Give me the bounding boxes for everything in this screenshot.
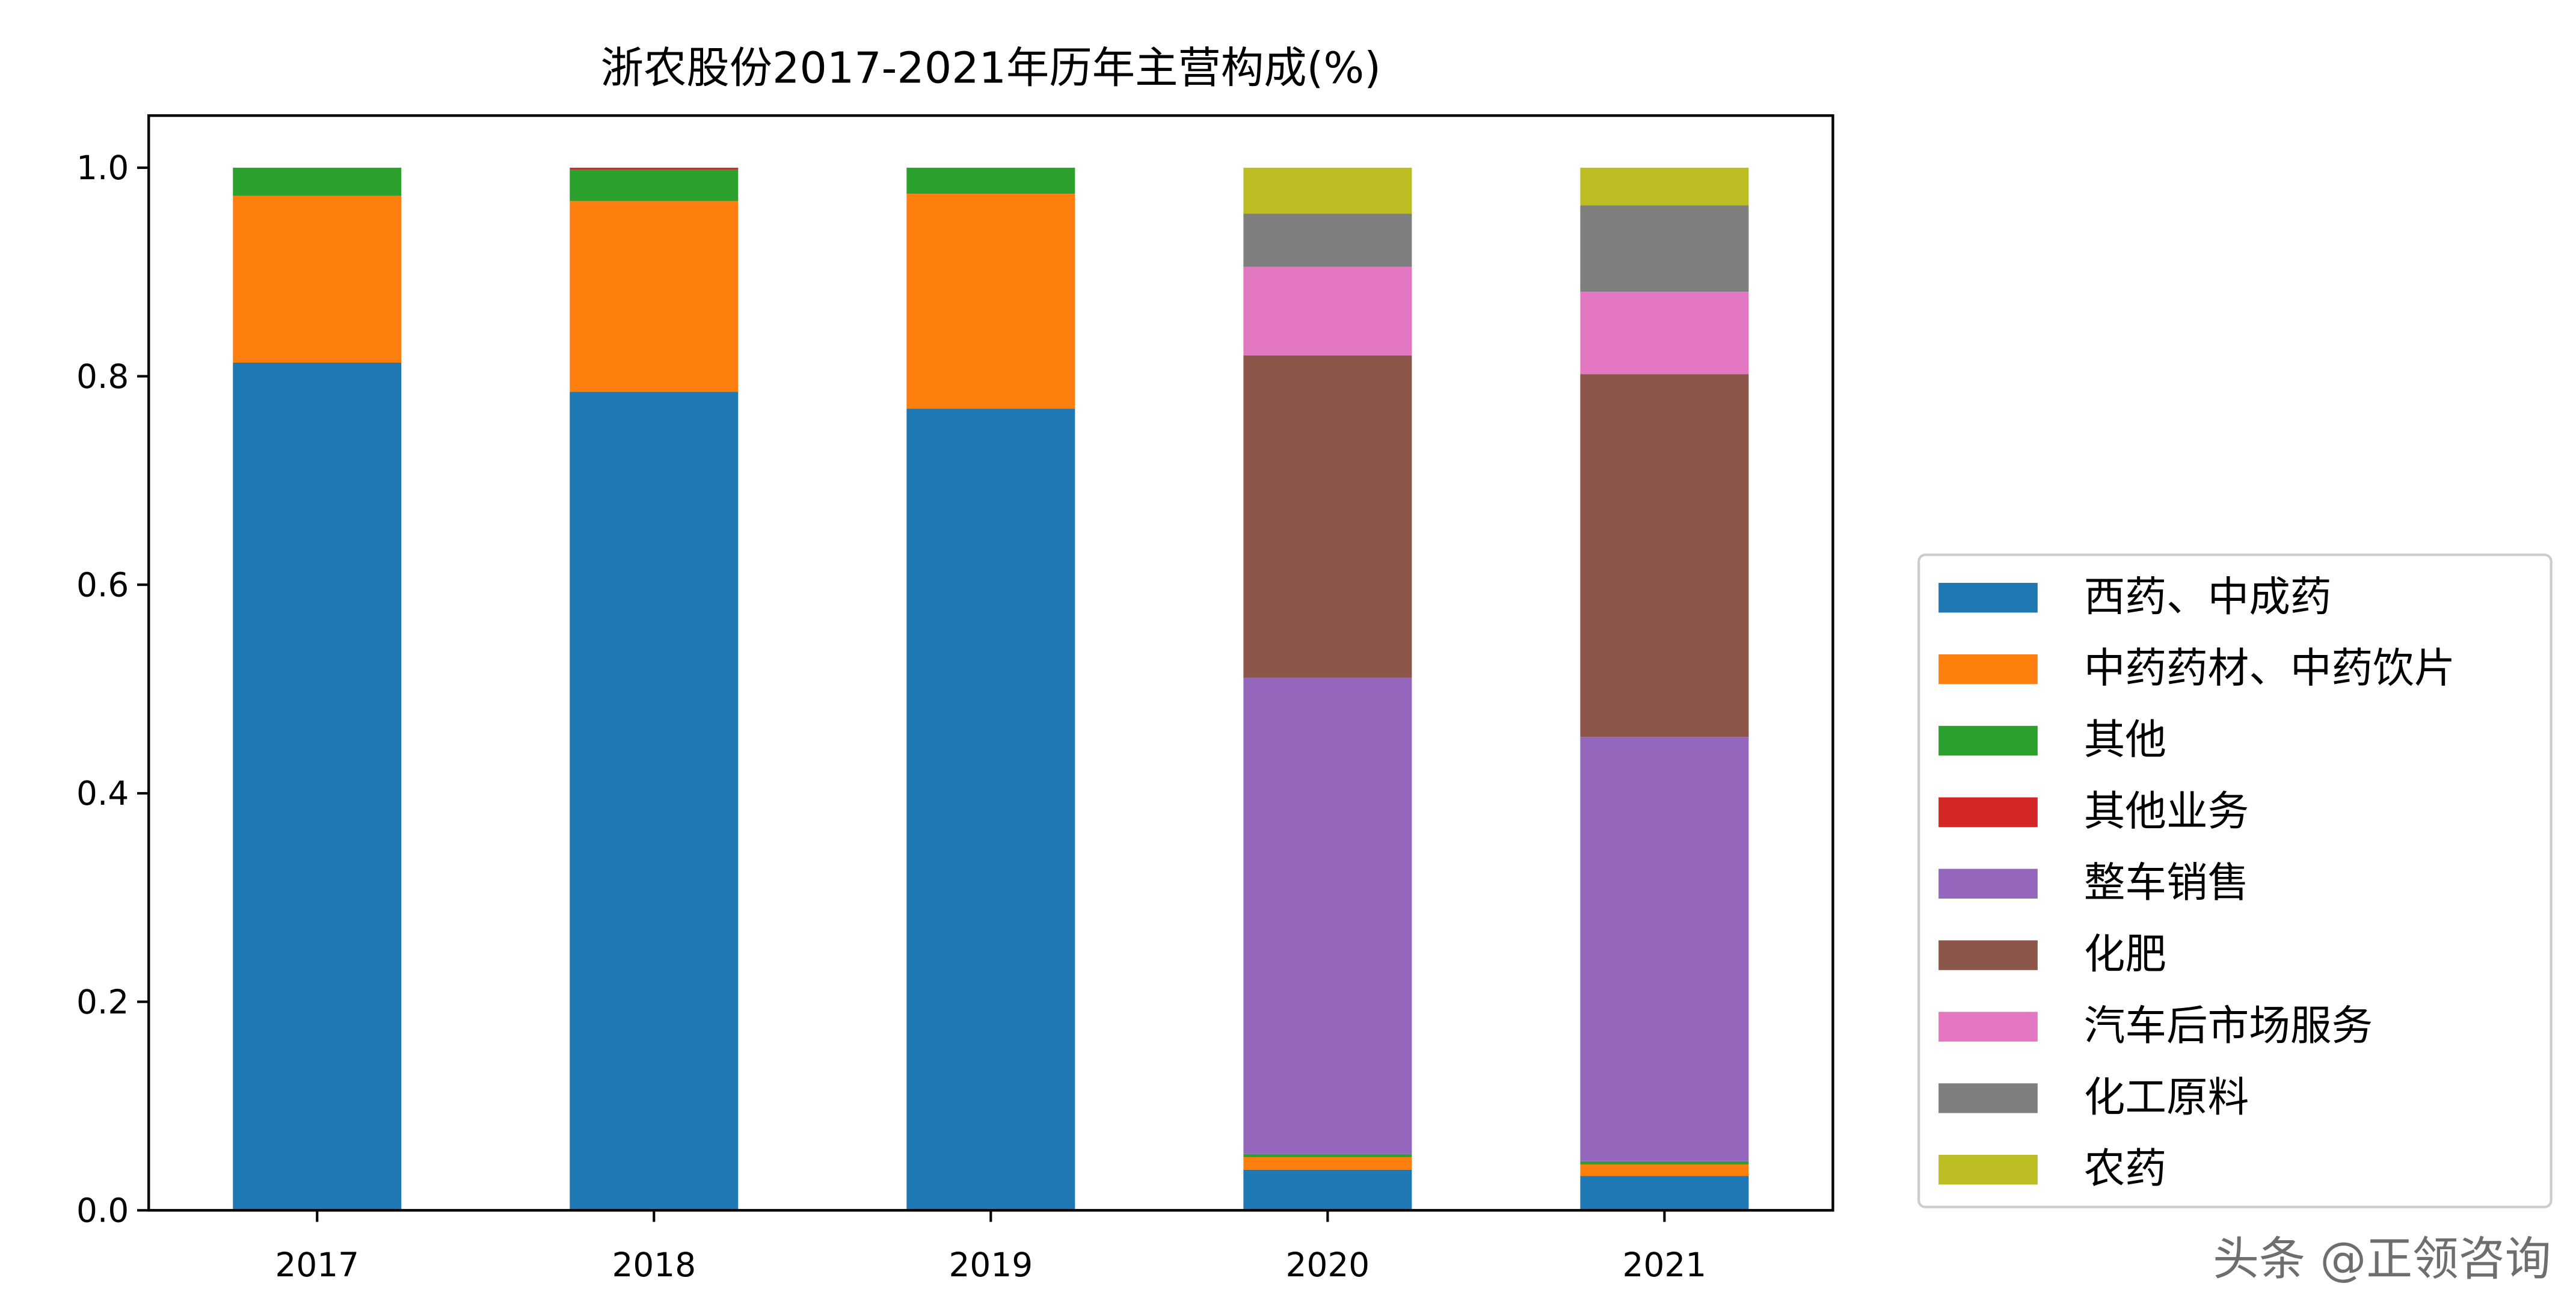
bar-segment-2020-8 [1243,167,1412,214]
bar-segment-2017-1 [233,195,402,363]
bar-segment-2021-1 [1580,1164,1749,1176]
bar-segment-2020-7 [1243,214,1412,267]
legend-frame [1917,553,2553,1208]
bar-segment-2018-0 [570,392,739,1211]
bar-segment-2020-0 [1243,1169,1412,1211]
y-tick-label: 0.2 [76,983,129,1021]
legend-label: 其他业务 [2084,787,2249,835]
bar-segment-2020-4 [1243,677,1412,1154]
chart-title: 浙农股份2017-2021年历年主营构成(%) [601,43,1381,93]
legend-label: 西药、中成药 [2084,573,2332,621]
bar-segment-2017-2 [233,167,402,196]
bar-segment-2019-1 [906,194,1075,409]
legend-label: 整车销售 [2084,859,2249,907]
legend-swatch [1938,1155,2038,1185]
x-tick-label: 2020 [1286,1246,1370,1284]
y-tick-label: 0.8 [76,357,129,396]
bar-segment-2018-1 [570,201,739,392]
legend-label: 中药药材、中药饮片 [2084,645,2456,693]
legend-swatch [1938,1083,2038,1113]
y-tick-label: 0.0 [76,1191,129,1230]
y-tick-label: 1.0 [76,149,129,187]
bar-segment-2018-2 [570,170,739,201]
x-tick-label: 2017 [275,1246,359,1284]
y-tick-label: 0.6 [76,565,129,604]
watermark: 头条 @正领咨询 [2213,1232,2551,1286]
bar-segment-2020-1 [1243,1157,1412,1170]
bar-segment-2018-3 [570,167,739,170]
bar-segment-2021-7 [1580,205,1749,292]
legend-swatch [1938,725,2038,756]
bar-segment-2020-5 [1243,355,1412,678]
y-axis: 0.0 0.2 0.4 0.6 0.8 1.0 [76,149,149,1230]
legend-label: 农药 [2084,1145,2166,1193]
bar-segment-2019-2 [906,167,1075,194]
bars-group [233,167,1749,1211]
bar-segment-2019-0 [906,408,1075,1211]
legend-label: 化工原料 [2084,1074,2249,1122]
x-tick-label: 2018 [612,1246,696,1284]
legend-swatch [1938,940,2038,970]
bar-segment-2021-5 [1580,374,1749,737]
bar-segment-2021-0 [1580,1176,1749,1211]
y-tick-label: 0.4 [76,774,129,813]
bar-segment-2021-2 [1580,1161,1749,1165]
bar-segment-2021-6 [1580,292,1749,375]
bar-segment-2017-0 [233,363,402,1211]
legend-swatch [1938,797,2038,828]
legend-swatch [1938,583,2038,613]
bar-segment-2020-2 [1243,1154,1412,1157]
bar-segment-2020-6 [1243,266,1412,355]
legend-label: 其他 [2084,716,2166,764]
legend-label: 汽车后市场服务 [2084,1002,2373,1050]
legend-swatch [1938,1012,2038,1042]
x-tick-label: 2021 [1623,1246,1707,1284]
x-axis: 2017 2018 2019 2020 2021 [275,1210,1706,1284]
bar-segment-2021-8 [1580,167,1749,206]
bar-segment-2021-4 [1580,737,1749,1161]
legend-swatch [1938,654,2038,684]
legend-swatch [1938,869,2038,899]
legend-label: 化肥 [2084,930,2166,979]
x-tick-label: 2019 [948,1246,1033,1284]
